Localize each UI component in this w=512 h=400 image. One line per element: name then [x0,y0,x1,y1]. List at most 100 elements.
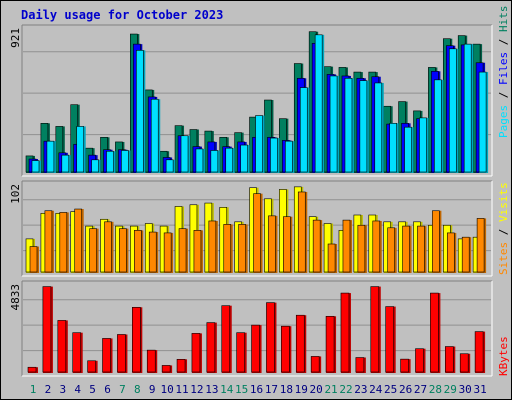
sites-bar [417,225,427,273]
sites-bar-face [268,215,276,273]
pages-bar-face [195,148,204,173]
kbytes-bar [295,314,307,373]
kbytes-bar [370,286,381,373]
sites-bar [89,228,99,273]
pages-bar-face [91,159,99,173]
pages-bar [419,117,429,173]
sites-bar [59,212,69,273]
kbytes-bar [206,322,217,373]
sites-bar-face [446,232,455,273]
sites-bar [29,246,39,273]
sites-bar-face [29,246,38,273]
kbytes-bar-face [385,306,394,373]
sites-bar-face [44,210,53,273]
sites-bar [208,220,218,273]
sites-bar [297,191,308,273]
kbytes-bar [459,353,471,373]
sites-bar-face [104,221,112,273]
pages-bar-face [419,117,427,173]
pages-bar [136,50,146,174]
kbytes-bar-face [57,320,67,373]
pages-bar [195,148,205,173]
pages-bar [91,159,101,173]
day-label: 27 [414,383,427,396]
pages-bar-face [61,154,70,173]
pages-bar [76,126,86,173]
day-label: 3 [59,383,66,396]
sites-bar-face [417,225,425,273]
day-label: 11 [175,383,188,396]
kbytes-bar-face [42,286,52,373]
sites-bar-face [193,230,202,273]
sites-bar [238,224,248,273]
sites-bar-face [283,216,291,273]
pages-bar-face [240,144,248,173]
pages-bar [255,115,265,173]
day-label: 7 [119,383,126,396]
pages-bar [121,150,131,173]
sites-bar [327,243,338,273]
pages-bar [46,140,56,173]
kbytes-bar-face [87,360,96,373]
kbytes-bar [310,356,322,373]
pages-bar [329,75,340,173]
kbytes-panel-max-label: 4833 [9,284,22,311]
sites-visits-panel-max-label: 102 [9,184,22,204]
sites-bar-face [253,193,261,273]
sites-bar-face [327,243,336,273]
pages-bar-face [404,126,412,173]
kbytes-bar [161,365,173,373]
pages-bar [225,147,235,173]
day-label: 4 [74,383,81,396]
kbytes-bar-face [355,357,365,373]
sites-bar [178,228,189,273]
day-label: 9 [149,383,156,396]
sites-bar [387,227,397,273]
pages-bar-face [121,150,129,173]
pages-bar-face [150,98,159,173]
pages-bar-face [31,160,40,173]
pages-bar-face [359,80,368,173]
day-label: 16 [250,383,263,396]
kbytes-bar-face [161,365,171,373]
kbytes-bar [102,338,113,373]
day-label: 6 [104,383,111,396]
kbytes-bar-face [176,359,186,373]
kbytes-bar-face [206,322,216,373]
pages-bar [389,123,399,173]
sites-bar-face [476,218,485,273]
hits-legend-label: Hits [497,6,510,33]
pages-bar-face [374,82,383,173]
kbytes-bar [325,315,337,373]
kbytes-bar-face [221,305,231,373]
pages-bar [314,34,325,173]
sites-bar-face [59,212,68,273]
sites-bar [253,193,263,273]
legend-separator: / [497,222,510,242]
kbytes-bar [146,349,158,373]
kbytes-bar [266,302,277,373]
sites-bar-face [432,210,440,273]
kbytes-bar-face [266,302,275,373]
sites-bar-face [223,224,232,273]
sites-bar [402,225,412,273]
pages-legend-label: Pages [497,105,510,138]
sites-bar [119,228,129,273]
kbytes-bar-face [132,306,141,373]
kbytes-bar [236,332,247,373]
pages-bar-face [255,115,263,173]
kbytes-bar-face [370,286,380,373]
pages-bar [180,135,191,173]
day-label: 17 [265,383,278,396]
sites-bar [476,218,487,273]
kbytes-bar-face [146,349,156,373]
sites-bar-face [357,224,366,273]
sites-bar [44,210,54,273]
pages-files-hits-panel-max-label: 921 [9,28,22,48]
day-label: 14 [220,383,234,396]
sites-bar-face [372,220,381,273]
kbytes-bar-face [459,353,469,373]
kbytes-bar-face [27,366,37,373]
kbytes-bar-face [102,338,111,373]
sites-bar-face [402,225,410,273]
